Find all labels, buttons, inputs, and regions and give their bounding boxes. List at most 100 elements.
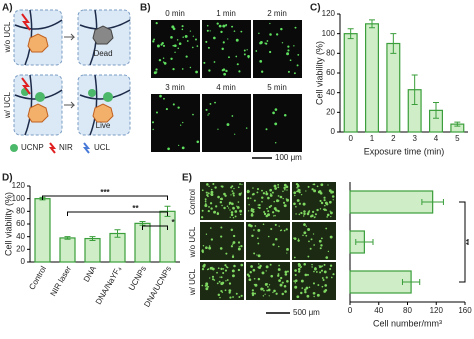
cell-dot xyxy=(273,200,276,203)
cell-dot xyxy=(220,235,223,238)
cell-dot xyxy=(216,22,219,25)
cell-dot xyxy=(277,186,280,189)
cell-dot xyxy=(309,247,312,250)
cell-dot xyxy=(174,51,176,53)
cell-dot xyxy=(250,209,254,212)
cell-dot xyxy=(320,237,323,240)
cell-dot xyxy=(277,274,280,277)
cell-dot xyxy=(261,271,265,275)
cell-dot xyxy=(332,199,334,201)
cell-dot xyxy=(213,61,216,63)
cell-dot xyxy=(223,72,227,76)
cell-dot xyxy=(219,201,223,204)
cell-dot xyxy=(246,49,248,51)
cell-dot xyxy=(324,209,326,212)
cell-dot xyxy=(301,287,304,289)
arrow xyxy=(64,101,76,109)
cell-dot xyxy=(205,40,208,43)
cell-dot xyxy=(274,122,278,126)
cell-dot xyxy=(205,233,208,235)
cell-dot xyxy=(152,128,154,131)
cell-dot xyxy=(224,289,227,292)
cell-dot xyxy=(261,287,264,290)
cell-dot xyxy=(211,275,215,278)
cell-dot xyxy=(234,210,238,213)
cell-dot xyxy=(153,38,156,41)
cell-dot xyxy=(294,279,298,283)
cell-dot xyxy=(233,264,236,268)
cell-dot xyxy=(228,289,232,292)
cell-dot xyxy=(274,223,277,226)
cell-dot xyxy=(265,270,267,272)
cell-dot xyxy=(251,234,254,238)
cell-dot xyxy=(303,210,306,213)
cell-dot xyxy=(296,186,298,189)
cell-dot xyxy=(249,271,252,274)
cell-dot xyxy=(213,36,216,40)
cell-dot xyxy=(273,289,276,293)
cell-dot xyxy=(328,189,332,193)
x-tick-label: UCNPs xyxy=(127,265,148,293)
cell-dot xyxy=(158,58,162,62)
cell-dot xyxy=(321,277,324,279)
cell-dot xyxy=(232,192,235,195)
cell-dot xyxy=(204,198,207,201)
cell-dot xyxy=(162,57,165,60)
cell-dot xyxy=(205,108,208,111)
cell-dot xyxy=(173,44,177,48)
cell-dot xyxy=(196,45,199,47)
cell-dot xyxy=(250,213,254,217)
cell-dot xyxy=(294,26,297,29)
error-bar xyxy=(421,199,444,205)
y-tick-label: 40 xyxy=(326,88,335,97)
bracket xyxy=(142,225,168,230)
cell-dot xyxy=(207,195,209,198)
cell-dot xyxy=(284,290,287,293)
cell-dot xyxy=(265,42,268,45)
cell-dot xyxy=(253,229,255,231)
cell-dot xyxy=(191,46,194,49)
cell-dot xyxy=(207,192,210,195)
cell-dot xyxy=(278,264,280,267)
cell-dot xyxy=(237,241,241,244)
cell-dot xyxy=(248,203,250,206)
cell-dot xyxy=(307,185,310,188)
cell-dot xyxy=(250,197,252,199)
cell-dot xyxy=(231,202,234,206)
cell-dot xyxy=(298,202,301,205)
cell-dot xyxy=(225,280,227,282)
cell-dot xyxy=(210,207,213,210)
cell-dot xyxy=(323,263,326,266)
y-tick-label: 80 xyxy=(16,206,25,215)
cell-dot xyxy=(207,46,210,49)
cell-dot xyxy=(293,237,295,240)
cell-dot xyxy=(313,183,316,186)
cell-dot xyxy=(293,72,296,75)
dead-cell xyxy=(92,25,114,45)
cell-dot xyxy=(277,209,280,213)
x-tick-label: 2 xyxy=(391,134,396,143)
cell-dot xyxy=(287,49,290,52)
cell-dot xyxy=(220,226,223,229)
cell-dot xyxy=(225,69,228,73)
cell-dot xyxy=(237,247,241,251)
micrograph xyxy=(202,20,251,78)
legend-marker xyxy=(48,142,57,154)
cell-dot xyxy=(202,251,204,254)
cell-dot xyxy=(257,242,260,245)
cell-dot xyxy=(196,140,200,144)
cell-dot xyxy=(255,50,258,52)
error-bar xyxy=(401,279,421,285)
cell-dot xyxy=(210,190,214,194)
x-tick-label: 160 xyxy=(458,306,472,315)
cell-dot xyxy=(217,293,221,297)
cell-dot xyxy=(307,227,311,231)
cell-dot xyxy=(228,203,231,205)
cell-dot xyxy=(273,207,277,210)
bracket xyxy=(459,201,466,283)
cell-dot xyxy=(220,276,223,279)
cell-dot xyxy=(214,186,217,189)
cell-dot xyxy=(279,195,283,199)
cell-dot xyxy=(213,210,217,214)
micrograph xyxy=(151,20,200,78)
